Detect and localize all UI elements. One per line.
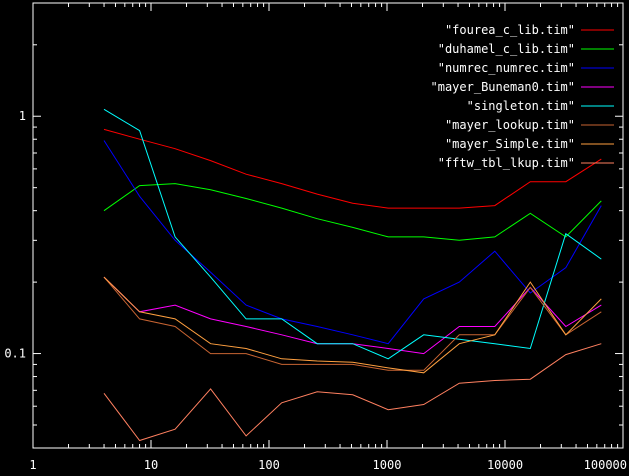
series-layer: [103, 108, 602, 442]
legend-label-duhamel-c-lib: "duhamel_c_lib.tim": [438, 42, 575, 56]
x-tick-label: 100: [258, 458, 280, 472]
x-tick-label: 1000: [373, 458, 402, 472]
series-line-fourea-c-lib: [103, 128, 602, 209]
series-line-singleton: [103, 108, 602, 360]
series-line-fftw-tbl-lkup: [103, 343, 602, 442]
x-tick-label: 100000: [584, 458, 627, 472]
legend-label-fourea-c-lib: "fourea_c_lib.tim": [445, 23, 575, 37]
y-tick-label: 0.1: [4, 347, 26, 361]
legend: "fourea_c_lib.tim" "duhamel_c_lib.tim" "nu…: [431, 23, 614, 170]
legend-label-singleton: "singleton.tim": [467, 99, 575, 113]
series-line-duhamel-c-lib: [103, 183, 602, 241]
legend-label-mayer-lookup: "mayer_lookup.tim": [445, 118, 575, 132]
legend-label-mayer-buneman0: "mayer_Buneman0.tim": [431, 80, 576, 94]
legend-label-fftw-tbl-lkup: "fftw_tbl_lkup.tim": [438, 156, 575, 170]
series-line-mayer-simple: [103, 276, 602, 374]
x-tick-label: 10: [144, 458, 158, 472]
x-tick-label: 1: [29, 458, 36, 472]
tick-layer: 1 10 100 1000 10000 100000 1 0.1: [4, 2, 627, 472]
x-tick-label: 10000: [487, 458, 523, 472]
y-tick-label: 1: [19, 109, 26, 123]
legend-label-numrec-numrec: "numrec_numrec.tim": [438, 61, 575, 75]
plot-frame: [32, 2, 624, 449]
legend-label-mayer-simple: "mayer_Simple.tim": [445, 137, 575, 151]
series-line-mayer-lookup: [103, 276, 602, 371]
